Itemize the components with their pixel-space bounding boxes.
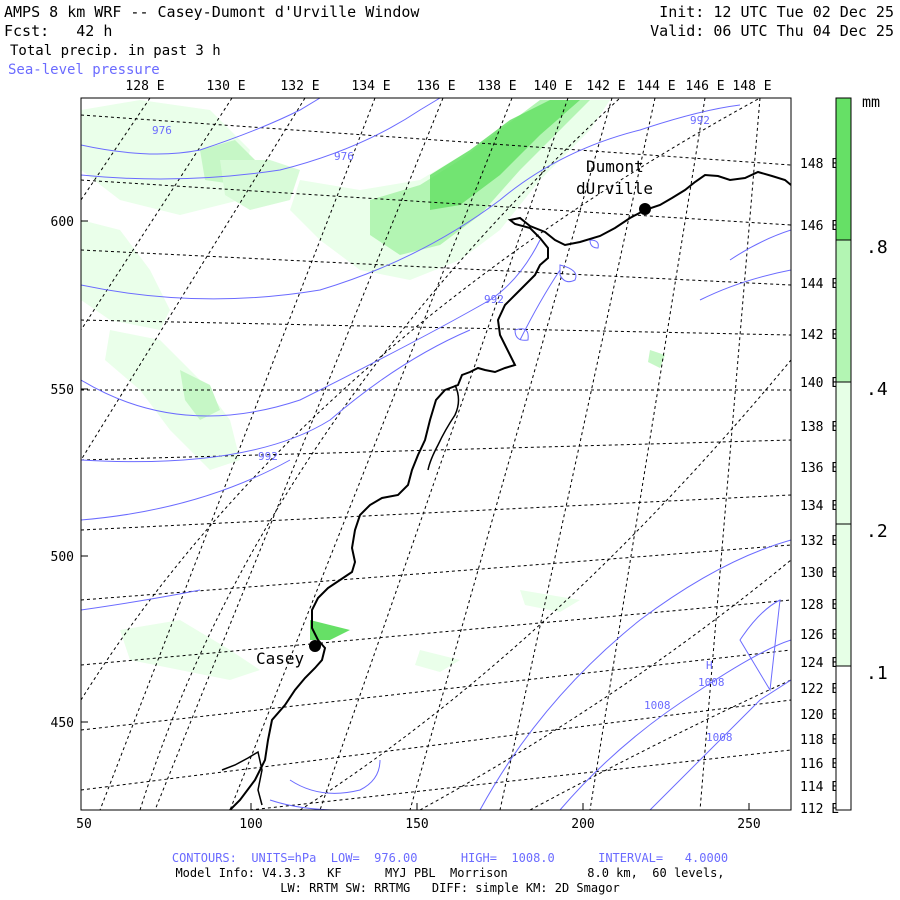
- contour-label: 976: [334, 150, 354, 163]
- contour-label: 992: [690, 114, 710, 127]
- lon-label: 130 E: [206, 79, 245, 94]
- lat-label: 114 E: [800, 780, 839, 795]
- contour-label: 1008: [698, 676, 725, 689]
- station-casey: Casey: [256, 640, 321, 668]
- bottom-x-labels: 50 100 150 200 250: [76, 817, 761, 832]
- lon-label: 136 E: [416, 79, 455, 94]
- contour-label: H: [706, 659, 713, 672]
- lon-label: 138 E: [477, 79, 516, 94]
- lat-label: 120 E: [800, 708, 839, 723]
- colorbar-frame: [835, 97, 852, 811]
- lat-label: 136 E: [800, 461, 839, 476]
- colorbar-segment-02: [836, 382, 851, 524]
- colorbar-segment-01: [836, 524, 851, 666]
- x-label: 150: [405, 817, 428, 832]
- lat-label: 124 E: [800, 656, 839, 671]
- lat-label: 112 E: [800, 802, 839, 817]
- physics-info: LW: RRTM SW: RRTMG DIFF: simple KM: 2D S…: [280, 881, 620, 895]
- contour-label: 1008: [706, 731, 733, 744]
- y-label: 600: [51, 215, 74, 230]
- lat-label: 122 E: [800, 682, 839, 697]
- colorbar-segment-08: [836, 98, 851, 240]
- station-dumont-label: Dumont: [586, 157, 644, 176]
- lat-label: 130 E: [800, 566, 839, 581]
- lat-label: 146 E: [800, 219, 839, 234]
- x-label: 200: [571, 817, 594, 832]
- lon-label: 140 E: [533, 79, 572, 94]
- plot-frame: [80, 97, 792, 811]
- colorbar-label: .8: [866, 237, 888, 258]
- colorbar-label: .4: [866, 379, 888, 400]
- contour-labels: 976 976 992 992 992 1008 1008 1008 H: [152, 114, 733, 744]
- lat-label: 138 E: [800, 420, 839, 435]
- colorbar-segment-00: [836, 666, 851, 810]
- right-lat-labels: 148 E 146 E 144 E 142 E 140 E 138 E 136 …: [800, 157, 839, 817]
- lat-label: 116 E: [800, 757, 839, 772]
- x-label: 250: [737, 817, 760, 832]
- plot-area: Casey Dumont dUrville 976 976 992 992 99…: [81, 98, 791, 810]
- left-ticks: [81, 220, 88, 723]
- lon-label: 148 E: [732, 79, 771, 94]
- x-label: 100: [239, 817, 262, 832]
- top-lon-labels: 128 E 130 E 132 E 134 E 136 E 138 E 140 …: [125, 79, 771, 94]
- lon-label: 134 E: [351, 79, 390, 94]
- valid-time: Valid: 06 UTC Thu 04 Dec 25: [650, 22, 894, 40]
- precip-colorbar: mm .8 .4 .2 .1: [835, 93, 888, 811]
- lat-label: 134 E: [800, 499, 839, 514]
- coastline: [229, 170, 791, 810]
- colorbar-label: .2: [866, 521, 888, 542]
- colorbar-unit: mm: [862, 93, 880, 111]
- slp-contours: [81, 98, 791, 810]
- contour-label: 992: [258, 450, 278, 463]
- station-durville-label: dUrville: [576, 179, 653, 198]
- init-time: Init: 12 UTC Tue 02 Dec 25: [659, 3, 894, 21]
- contour-label: 1008: [644, 699, 671, 712]
- lon-label: 142 E: [586, 79, 625, 94]
- coastline-left: [221, 750, 263, 806]
- lon-label: 128 E: [125, 79, 164, 94]
- lat-label: 126 E: [800, 628, 839, 643]
- overlay-label: Sea-level pressure: [8, 62, 160, 78]
- lon-label: 144 E: [636, 79, 675, 94]
- lat-label: 142 E: [800, 328, 839, 343]
- y-label: 500: [51, 550, 74, 565]
- lon-label: 132 E: [280, 79, 319, 94]
- lat-label: 144 E: [800, 277, 839, 292]
- lon-label: 146 E: [685, 79, 724, 94]
- lat-label: 140 E: [800, 376, 839, 391]
- model-info: Model Info: V4.3.3 KF MYJ PBL Morrison 8…: [175, 866, 725, 880]
- bottom-ticks: [250, 803, 750, 810]
- y-label: 450: [51, 716, 74, 731]
- coastline-inland: [427, 384, 460, 471]
- station-dumont-durville: Dumont dUrville: [576, 157, 653, 215]
- field-label: Total precip. in past 3 h: [10, 43, 221, 59]
- lat-label: 132 E: [800, 534, 839, 549]
- lat-label: 128 E: [800, 598, 839, 613]
- left-y-labels: 600 550 500 450: [51, 215, 74, 731]
- station-casey-label: Casey: [256, 649, 305, 668]
- y-label: 550: [51, 383, 74, 398]
- map-title: AMPS 8 km WRF -- Casey-Dumont d'Urville …: [4, 3, 420, 21]
- contour-info: CONTOURS: UNITS=hPa LOW= 976.00 HIGH= 10…: [171, 851, 729, 865]
- lat-lon-grid: [81, 98, 791, 810]
- lat-label: 148 E: [800, 157, 839, 172]
- contour-label: 992: [484, 293, 504, 306]
- lat-label: 118 E: [800, 733, 839, 748]
- x-label: 50: [76, 817, 92, 832]
- colorbar-segment-04: [836, 240, 851, 382]
- colorbar-label: .1: [866, 663, 888, 684]
- contour-label: 976: [152, 124, 172, 137]
- forecast-hour: Fcst: 42 h: [4, 22, 113, 40]
